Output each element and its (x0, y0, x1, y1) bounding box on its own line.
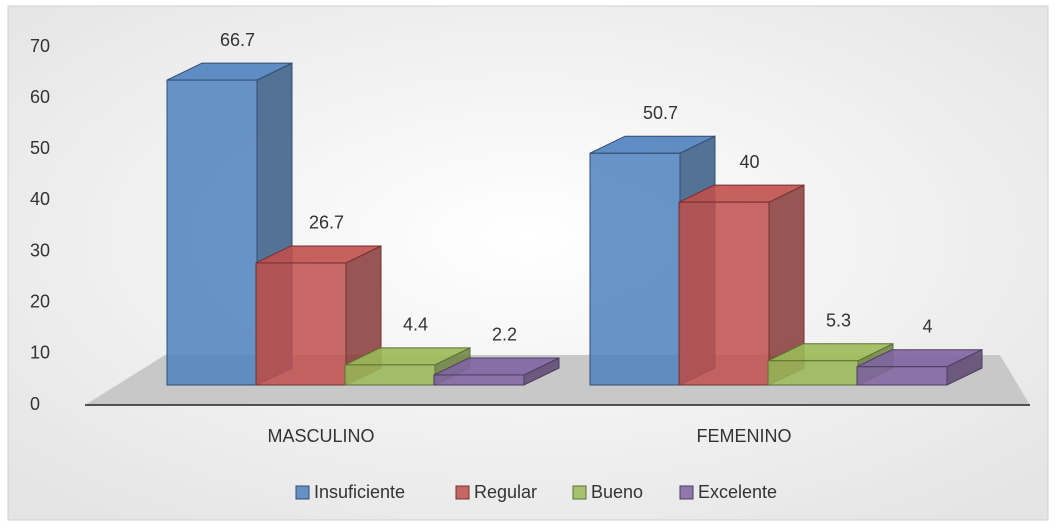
chart-background (7, 5, 1049, 521)
value-label: 66.7 (220, 30, 255, 50)
y-tick-label: 40 (30, 189, 50, 209)
y-tick-label: 10 (30, 343, 50, 363)
legend-label: Regular (474, 482, 537, 502)
x-tick-label: FEMENINO (696, 426, 791, 446)
legend-swatch (455, 485, 470, 500)
legend-label: Excelente (698, 482, 777, 502)
y-tick-label: 20 (30, 291, 50, 311)
y-tick-label: 30 (30, 240, 50, 260)
bar (166, 79, 258, 386)
y-tick-label: 50 (30, 138, 50, 158)
legend-label: Insuficiente (314, 482, 405, 502)
x-tick-label: MASCULINO (267, 426, 374, 446)
bar (856, 366, 948, 386)
value-label: 40 (739, 152, 759, 172)
y-tick-label: 0 (30, 394, 40, 414)
value-label: 4.4 (403, 315, 428, 335)
value-label: 50.7 (643, 103, 678, 123)
value-label: 26.7 (309, 213, 344, 233)
legend-swatch (295, 485, 310, 500)
bar (344, 364, 436, 386)
bar (255, 262, 347, 386)
value-label: 4 (922, 316, 932, 336)
y-tick-label: 70 (30, 36, 50, 56)
bar (767, 360, 859, 386)
legend-label: Bueno (591, 482, 643, 502)
bar (433, 374, 525, 386)
value-label: 2.2 (492, 325, 517, 345)
bar (589, 152, 681, 386)
legend-swatch (572, 485, 587, 500)
bar (678, 201, 770, 386)
legend-swatch (679, 485, 694, 500)
y-tick-label: 60 (30, 87, 50, 107)
value-label: 5.3 (826, 311, 851, 331)
